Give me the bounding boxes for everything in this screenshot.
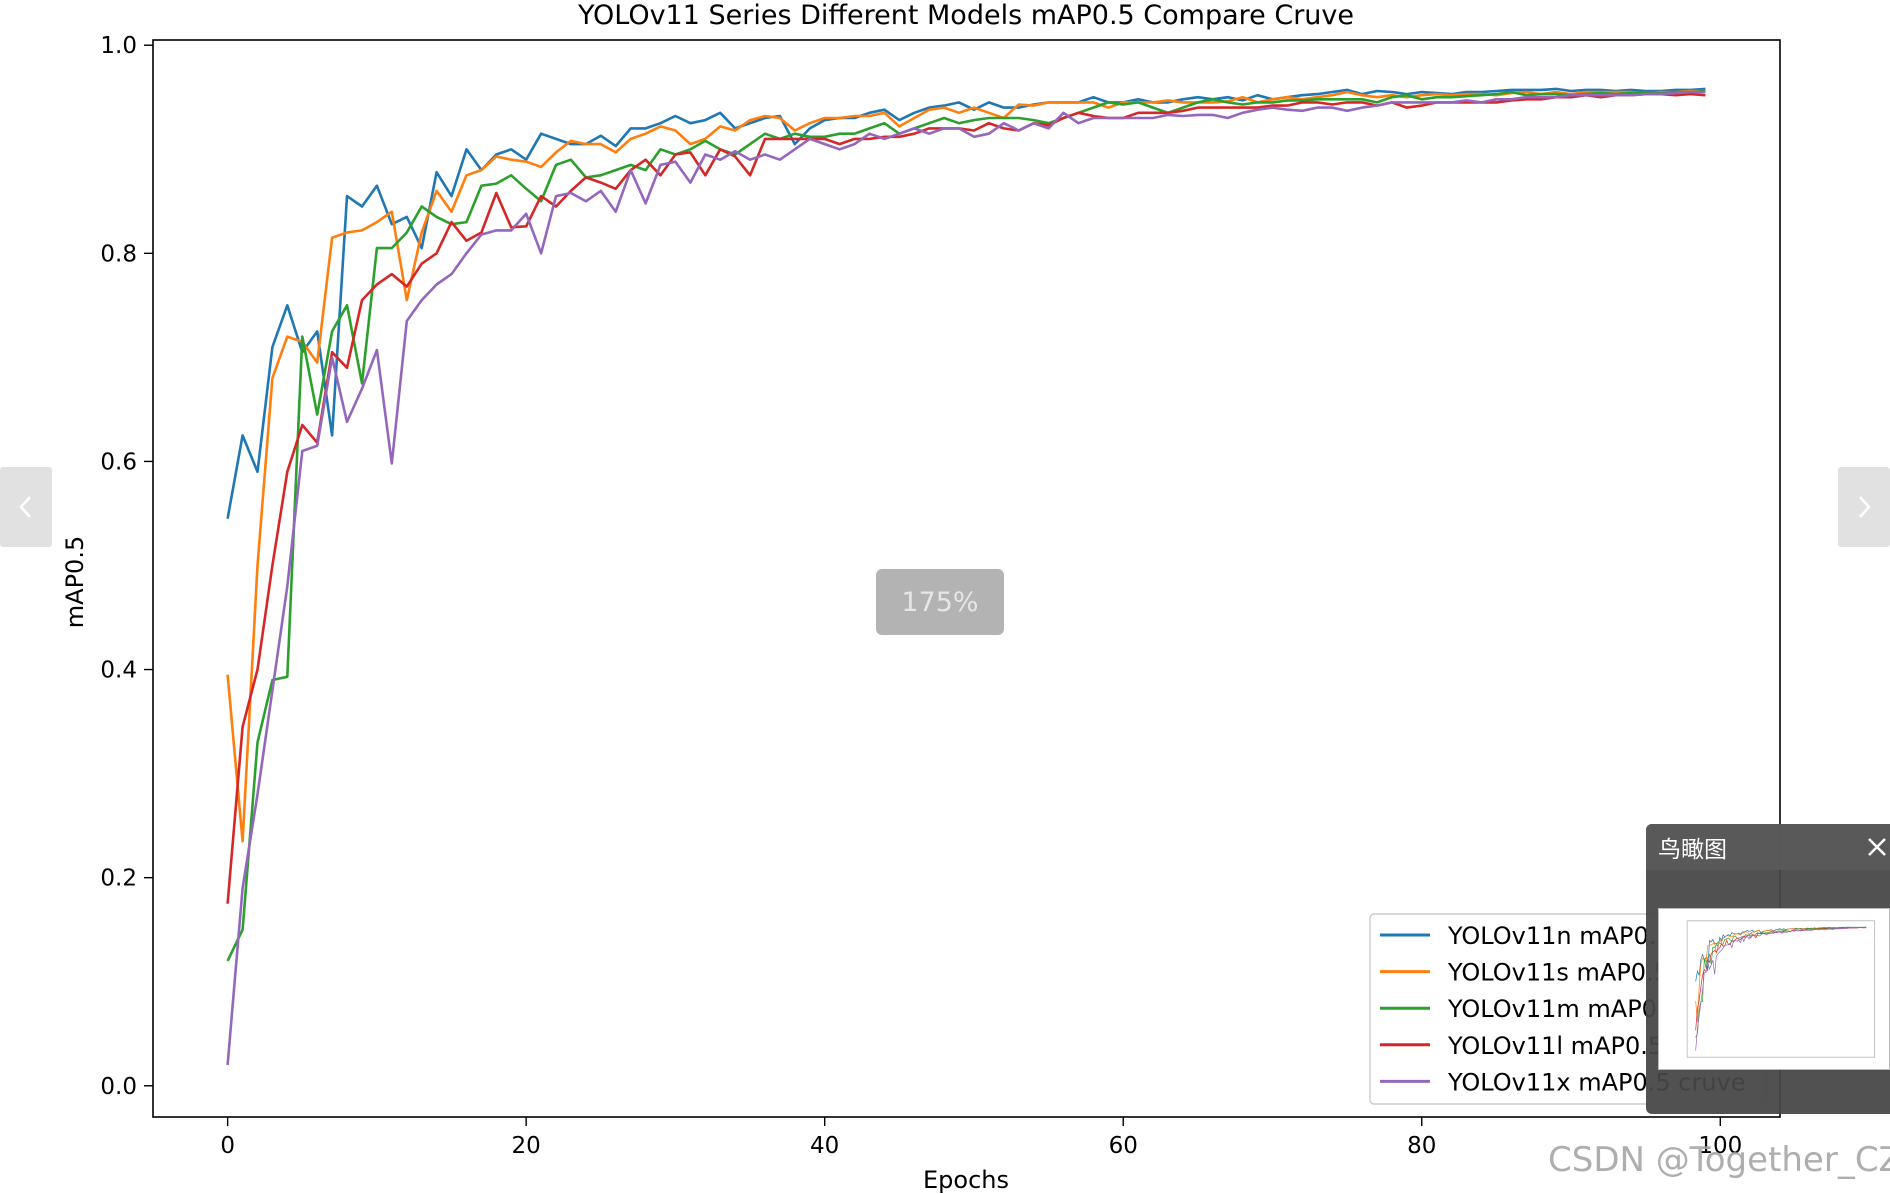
x-tick-label: 0 [220,1133,235,1159]
thumb-series-line [1695,927,1867,1031]
series-line [226,92,1706,904]
thumb-series-line [1695,926,1867,1038]
x-axis-label: Epochs [923,1166,1009,1194]
previous-image-button[interactable] [0,467,52,547]
y-tick-label: 1.0 [100,33,137,59]
thumb-frame [1686,920,1876,1058]
series-line [226,89,1706,843]
chevron-left-icon [19,496,31,518]
y-tick-label: 0.0 [100,1074,137,1100]
thumb-series-line [1695,926,1867,1023]
series-line [226,90,1706,1066]
x-tick-label: 60 [1109,1133,1138,1159]
birdseye-thumbnail[interactable] [1658,908,1890,1070]
chart-title: YOLOv11 Series Different Models mAP0.5 C… [577,0,1354,31]
plot-frame [152,39,1781,1118]
x-tick-label: 80 [1407,1133,1436,1159]
series-line [226,89,1706,962]
chevron-right-icon [1859,496,1871,518]
y-tick-label: 0.2 [100,866,137,892]
x-tick-label: 40 [810,1133,839,1159]
thumb-series-line [1695,926,1867,982]
next-image-button[interactable] [1838,467,1890,547]
y-tick-label: 0.6 [100,449,137,475]
birdseye-title: 鸟瞰图 [1658,837,1727,863]
birdseye-header: 鸟瞰图 [1646,824,1890,870]
close-icon[interactable] [1864,834,1890,860]
y-tick-label: 0.4 [100,658,137,684]
y-tick-label: 0.8 [100,241,137,267]
thumb-series-line [1695,927,1867,1051]
x-tick-label: 20 [512,1133,541,1159]
x-tick-label: 100 [1698,1133,1742,1159]
zoom-level-indicator: 175% [876,569,1004,635]
birdseye-panel: 鸟瞰图 [1646,824,1890,1114]
watermark: CSDN @Together_CZ [1548,1140,1890,1180]
y-axis-label: mAP0.5 [61,536,89,628]
series-line [226,87,1706,519]
